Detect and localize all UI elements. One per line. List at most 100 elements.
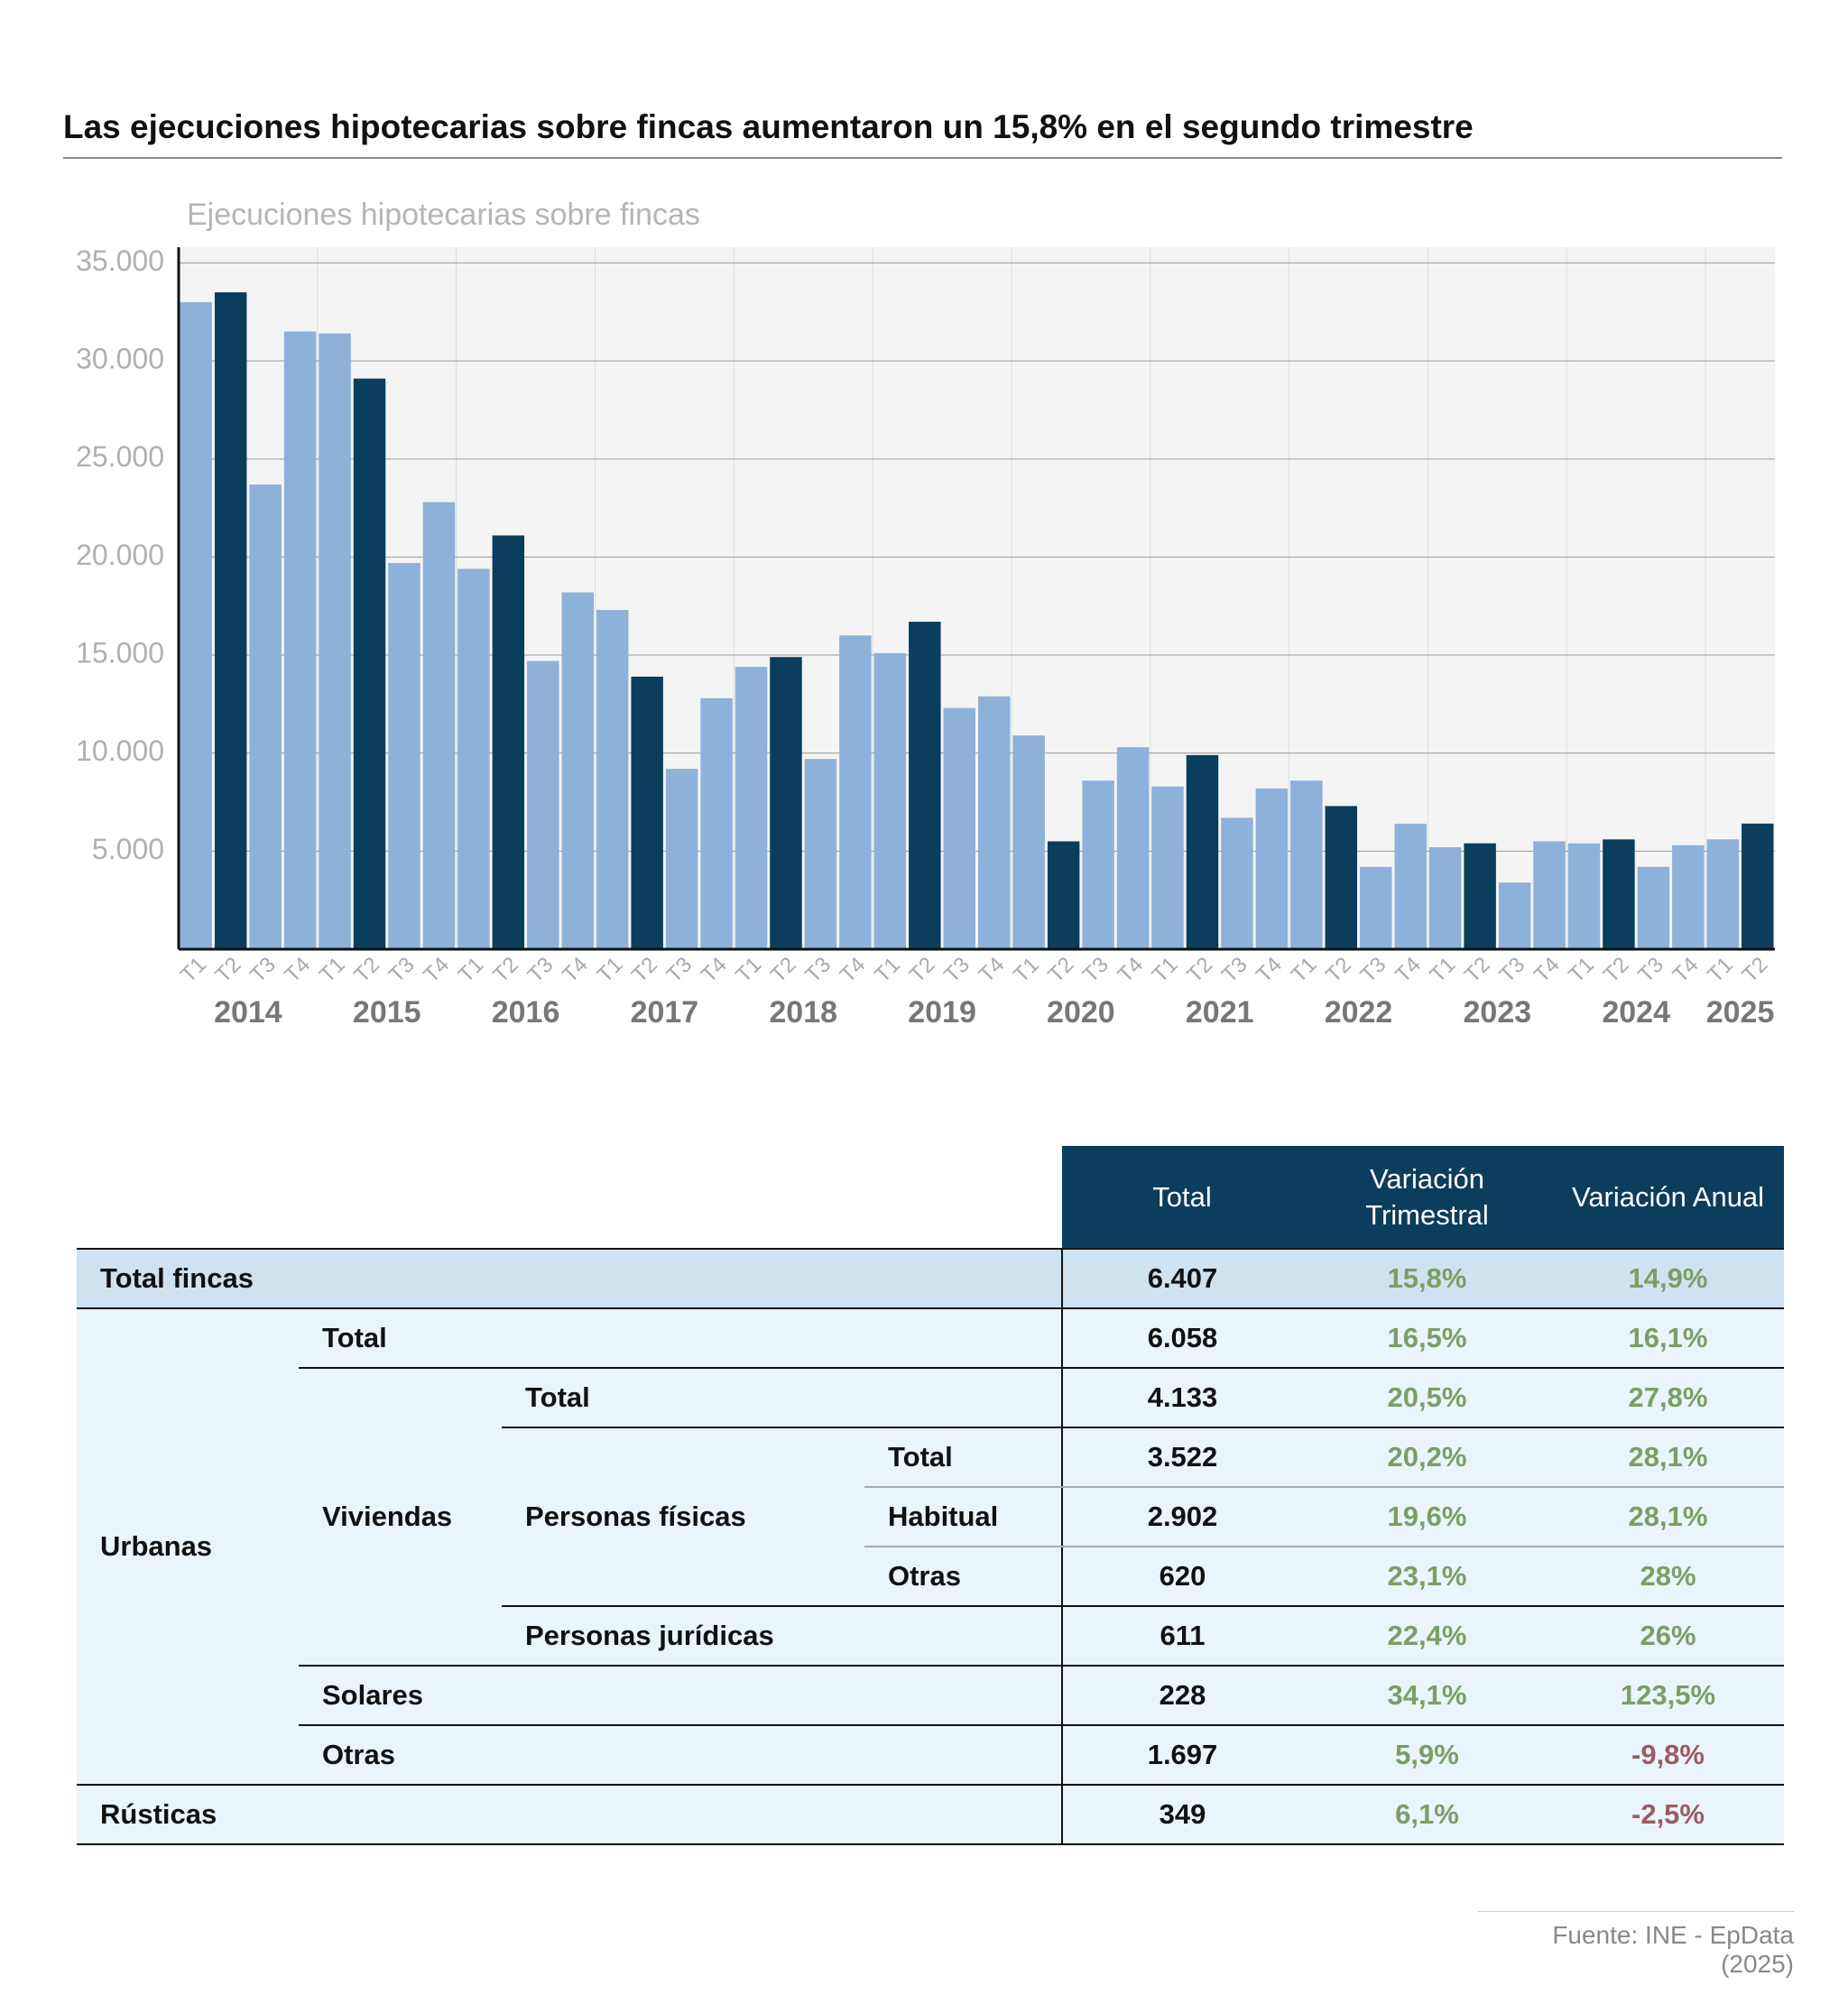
group-label: Personas físicas [502, 1427, 864, 1607]
x-tick-label: T3 [1633, 953, 1668, 988]
bar [873, 652, 907, 949]
x-tick-label: T3 [384, 953, 420, 988]
cell-total: 2.902 [1061, 1487, 1302, 1547]
bar [283, 331, 317, 950]
x-tick-label: T1 [593, 953, 628, 988]
bar [1151, 786, 1184, 949]
cell-trimestral: 34,1% [1302, 1666, 1552, 1726]
cell-anual: 28,1% [1552, 1427, 1784, 1488]
year-label: 2017 [631, 995, 699, 1030]
cell-anual: -2,5% [1552, 1785, 1784, 1845]
row-label: Total [299, 1308, 1062, 1369]
x-tick-label: T1 [1425, 953, 1460, 988]
x-tick-label: T1 [870, 953, 905, 988]
x-tick-label: T2 [1738, 953, 1773, 988]
y-tick-label: 25.000 [76, 440, 164, 473]
cell-total: 3.522 [1061, 1427, 1302, 1488]
bar [422, 502, 456, 949]
cell-trimestral: 19,6% [1302, 1487, 1552, 1547]
x-tick-label: T4 [1668, 953, 1704, 988]
header-cell: Total [1062, 1146, 1302, 1250]
x-tick-label: T2 [1460, 953, 1495, 988]
y-tick-label: 15.000 [76, 636, 164, 669]
bar [1116, 747, 1150, 949]
bar [665, 769, 698, 949]
chart-title: Las ejecuciones hipotecarias sobre finca… [63, 108, 1474, 145]
row-label: Habitual [864, 1487, 1062, 1547]
x-tick-label: T1 [315, 953, 350, 988]
bar [1428, 846, 1462, 949]
header-cell: Variación Anual [1552, 1146, 1784, 1250]
x-tick-label: T3 [523, 953, 559, 988]
x-tick-label: T1 [1148, 953, 1183, 988]
year-label: 2024 [1602, 995, 1670, 1030]
bar [1498, 882, 1531, 949]
cell-trimestral: 5,9% [1302, 1725, 1552, 1786]
cell-trimestral: 20,2% [1302, 1427, 1552, 1488]
bar [1394, 823, 1427, 949]
row-label: Total [502, 1368, 1062, 1428]
table-row: Personas jurídicas 611 22,4% 26% [77, 1606, 1784, 1667]
year-label: 2016 [492, 995, 560, 1030]
bar [839, 635, 872, 949]
x-tick-label: T1 [731, 953, 766, 988]
cell-anual: 28,1% [1552, 1487, 1784, 1547]
x-tick-label: T3 [1217, 953, 1252, 988]
cell-total: 6.058 [1061, 1308, 1302, 1369]
bar [457, 568, 490, 949]
bar [492, 535, 525, 949]
cell-anual: 27,8% [1552, 1368, 1784, 1428]
x-tick-label: T3 [661, 953, 697, 988]
row-label: Solares [299, 1666, 1062, 1726]
bar [214, 291, 247, 949]
cell-total: 1.697 [1061, 1725, 1302, 1786]
x-tick-label: T4 [1529, 953, 1565, 988]
bar [1325, 806, 1358, 949]
bar [1603, 839, 1635, 949]
bar [1047, 841, 1080, 949]
row-label: Otras [864, 1547, 1062, 1607]
bar [978, 696, 1011, 949]
cell-anual: 26% [1552, 1606, 1784, 1667]
x-tick-label: T4 [1113, 953, 1148, 988]
x-tick-label: T4 [836, 953, 871, 988]
table-row: Otras 1.697 5,9% -9,8% [77, 1725, 1784, 1786]
x-tick-label: T2 [766, 953, 801, 988]
cell-trimestral: 16,5% [1302, 1308, 1552, 1369]
x-tick-label: T2 [627, 953, 662, 988]
bar [770, 657, 802, 949]
cell-trimestral: 23,1% [1302, 1547, 1552, 1607]
y-tick-label: 10.000 [76, 734, 164, 767]
table-row: Habitual 2.902 19,6% 28,1% [77, 1487, 1784, 1547]
bar [1012, 735, 1045, 949]
cell-anual: 14,9% [1552, 1249, 1784, 1309]
year-label: 2020 [1047, 995, 1115, 1030]
chart: Las ejecuciones hipotecarias sobre finca… [63, 108, 1782, 1030]
table-row: Solares 228 34,1% 123,5% [77, 1666, 1784, 1726]
chart-subtitle: Ejecuciones hipotecarias sobre fincas [187, 198, 700, 232]
bar [249, 484, 282, 949]
row-label: Total fincas [77, 1249, 1062, 1309]
bar [1567, 843, 1601, 949]
x-tick-label: T3 [800, 953, 836, 988]
cell-trimestral: 20,5% [1302, 1368, 1552, 1428]
data-table: Total Variación Trimestral Variación Anu… [77, 1146, 1784, 1845]
bar [527, 660, 559, 949]
header-cell: Variación Trimestral [1302, 1146, 1552, 1250]
cell-anual: 16,1% [1552, 1308, 1784, 1369]
year-label: 2018 [769, 995, 837, 1030]
bar [1221, 817, 1253, 949]
x-tick-label: T4 [1252, 953, 1287, 988]
bar [353, 378, 386, 949]
source: Fuente: INE - EpData (2025) [1478, 1911, 1794, 1979]
year-label: 2014 [214, 995, 282, 1030]
cell-total: 611 [1061, 1606, 1302, 1667]
x-tick-label: T4 [697, 953, 732, 988]
cell-total: 349 [1061, 1785, 1302, 1845]
bar [388, 562, 420, 949]
x-tick-label: T1 [1703, 953, 1738, 988]
bar [1186, 754, 1219, 949]
bar [1255, 788, 1289, 949]
bar [1082, 780, 1114, 949]
